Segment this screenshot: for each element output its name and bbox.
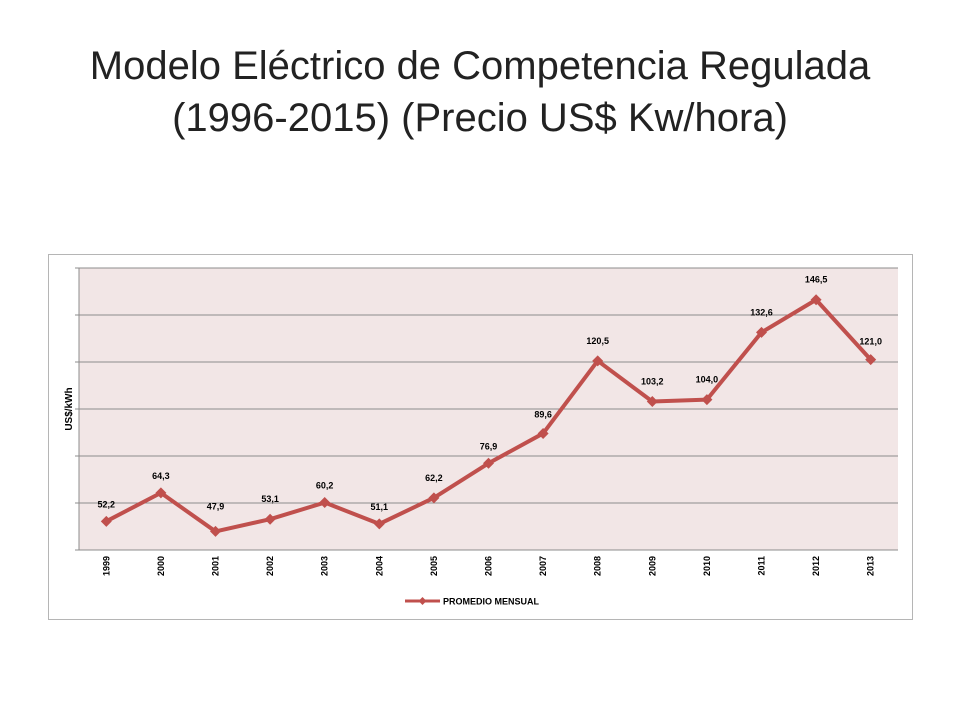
- x-axis-tick-labels: 1999 2000 2001 2002 2003 2004 2005 2006 2007 2008…: [101, 556, 875, 576]
- data-label: 120,5: [586, 336, 609, 346]
- data-points: [100, 294, 877, 537]
- x-tick-label: 2012: [811, 556, 821, 576]
- data-label: 89,6: [534, 409, 552, 419]
- data-point: [319, 497, 331, 509]
- data-label: 103,2: [641, 376, 664, 386]
- x-tick-label: 2002: [265, 556, 275, 576]
- x-tick-label: 2009: [647, 556, 657, 576]
- data-point: [373, 518, 385, 530]
- data-label: 51,1: [371, 502, 389, 512]
- data-point: [537, 427, 549, 439]
- data-label: 62,2: [425, 473, 443, 483]
- data-label: 76,9: [480, 441, 498, 451]
- data-point: [155, 487, 167, 499]
- x-tick-label: 2003: [320, 556, 330, 576]
- legend: PROMEDIO MENSUAL: [405, 597, 540, 607]
- data-label: 64,3: [152, 471, 170, 481]
- data-point: [756, 326, 767, 338]
- slide-title-line-1: Modelo Eléctrico de Competencia Regulada: [89, 44, 871, 88]
- data-label: 104,0: [696, 375, 719, 385]
- data-point: [810, 294, 822, 306]
- x-tick-label: 2010: [702, 556, 712, 576]
- legend-marker-swatch: [418, 597, 427, 605]
- data-label: 47,9: [207, 501, 225, 511]
- x-tick-label: 2006: [484, 556, 494, 576]
- x-tick-label: 2004: [374, 556, 384, 576]
- data-label: 52,2: [98, 499, 116, 509]
- data-point: [210, 525, 221, 537]
- x-tick-label: 2005: [429, 556, 439, 576]
- x-tick-label: 1999: [101, 556, 111, 576]
- data-point: [428, 492, 440, 504]
- data-point: [264, 513, 276, 525]
- slide-title-line-2: (1996-2015) (Precio US$ Kw/hora): [172, 96, 788, 140]
- data-label: 53,1: [261, 494, 279, 504]
- data-point: [592, 355, 604, 367]
- slide-title: Modelo Eléctrico de Competencia Regulada…: [0, 40, 960, 144]
- x-tick-label: 2011: [757, 556, 767, 576]
- data-label: 121,0: [859, 337, 882, 347]
- data-point: [100, 515, 112, 527]
- gridlines: [75, 267, 898, 551]
- data-label: 132,6: [750, 307, 773, 317]
- data-point: [483, 457, 494, 469]
- x-tick-label: 2007: [538, 556, 548, 576]
- y-axis-label: US$/kWh: [64, 387, 75, 430]
- data-point: [865, 354, 877, 366]
- x-tick-label: 2001: [211, 556, 221, 576]
- data-labels: 52,2 64,3 47,9 53,1 60,2 51,1 62,2 76,9 89,6 120,…: [98, 275, 882, 512]
- x-tick-label: 2008: [593, 556, 603, 576]
- data-point: [701, 394, 713, 406]
- x-tick-label: 2000: [156, 556, 166, 576]
- data-point: [646, 395, 658, 407]
- x-tick-label: 2013: [866, 556, 876, 576]
- legend-label: PROMEDIO MENSUAL: [443, 597, 540, 607]
- data-label: 60,2: [316, 481, 334, 491]
- data-label: 146,5: [805, 275, 828, 285]
